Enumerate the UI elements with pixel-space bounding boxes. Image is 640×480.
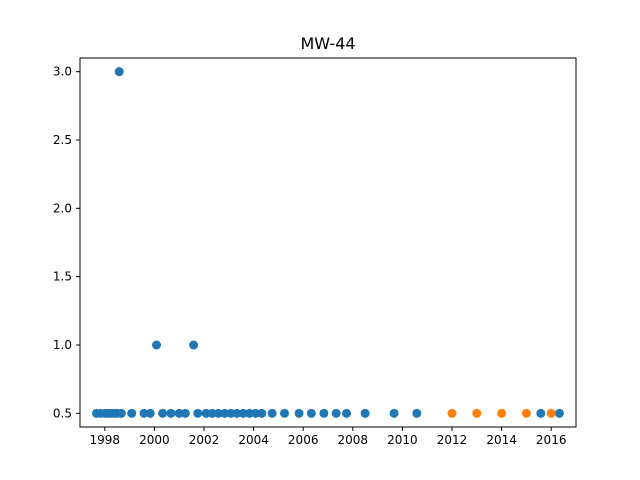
x-tick-label: 2010 [387,433,418,447]
data-point-series-1 [306,408,316,418]
data-point-series-1 [193,408,203,418]
x-tick-label: 2016 [536,433,567,447]
data-point-series-1 [294,408,304,418]
data-point-series-1 [114,67,124,77]
data-point-series-1 [536,408,546,418]
x-tick-label: 2006 [288,433,319,447]
y-tick-label: 2.5 [53,133,72,147]
x-tick-label: 2014 [486,433,517,447]
y-tick-label: 1.0 [53,338,72,352]
data-point-series-1 [238,408,248,418]
x-tick-label: 1998 [90,433,121,447]
x-tick-label: 2002 [189,433,220,447]
data-point-series-2 [497,408,507,418]
data-point-series-2 [521,408,531,418]
y-tick-label: 1.5 [53,270,72,284]
x-tick-label: 2004 [238,433,269,447]
data-point-series-2 [546,408,556,418]
data-point-series-1 [412,408,422,418]
data-point-series-1 [554,408,564,418]
x-tick-label: 2000 [139,433,170,447]
data-point-series-1 [158,408,168,418]
data-point-series-1 [232,408,242,418]
x-tick-label: 2012 [437,433,468,447]
plot-area-frame [79,57,577,428]
data-point-series-1 [180,408,190,418]
data-point-series-1 [152,340,162,350]
y-tick-label: 0.5 [53,406,72,420]
data-point-series-1 [220,408,230,418]
y-tick-label: 2.0 [53,201,72,215]
data-point-series-1 [389,408,399,418]
x-axis: 1998 2000 2002 2004 2006 2008 2010 2012 2014 2016 [90,427,567,447]
x-tick-label: 2008 [338,433,369,447]
data-point-series-2 [472,408,482,418]
data-point-series-1 [360,408,370,418]
y-axis: 0.5 1.0 1.5 2.0 2.5 3.0 [53,65,80,420]
data-point-series-1 [127,408,137,418]
data-point-series-1 [166,408,176,418]
chart-title: MW-44 [300,34,355,53]
data-point-series-1 [213,408,223,418]
data-point-series-1 [139,408,149,418]
data-point-series-1 [257,408,267,418]
data-point-series-1 [342,408,352,418]
data-point-series-1 [267,408,277,418]
data-point-series-1 [331,408,341,418]
y-tick-label: 3.0 [53,65,72,79]
data-point-series-2 [447,408,457,418]
data-point-series-1 [207,408,217,418]
data-point-series-1 [189,340,199,350]
data-point-series-1 [116,408,126,418]
data-points [92,67,564,418]
data-point-series-1 [244,408,254,418]
data-point-series-1 [145,408,155,418]
data-point-series-1 [280,408,290,418]
data-point-series-1 [319,408,329,418]
